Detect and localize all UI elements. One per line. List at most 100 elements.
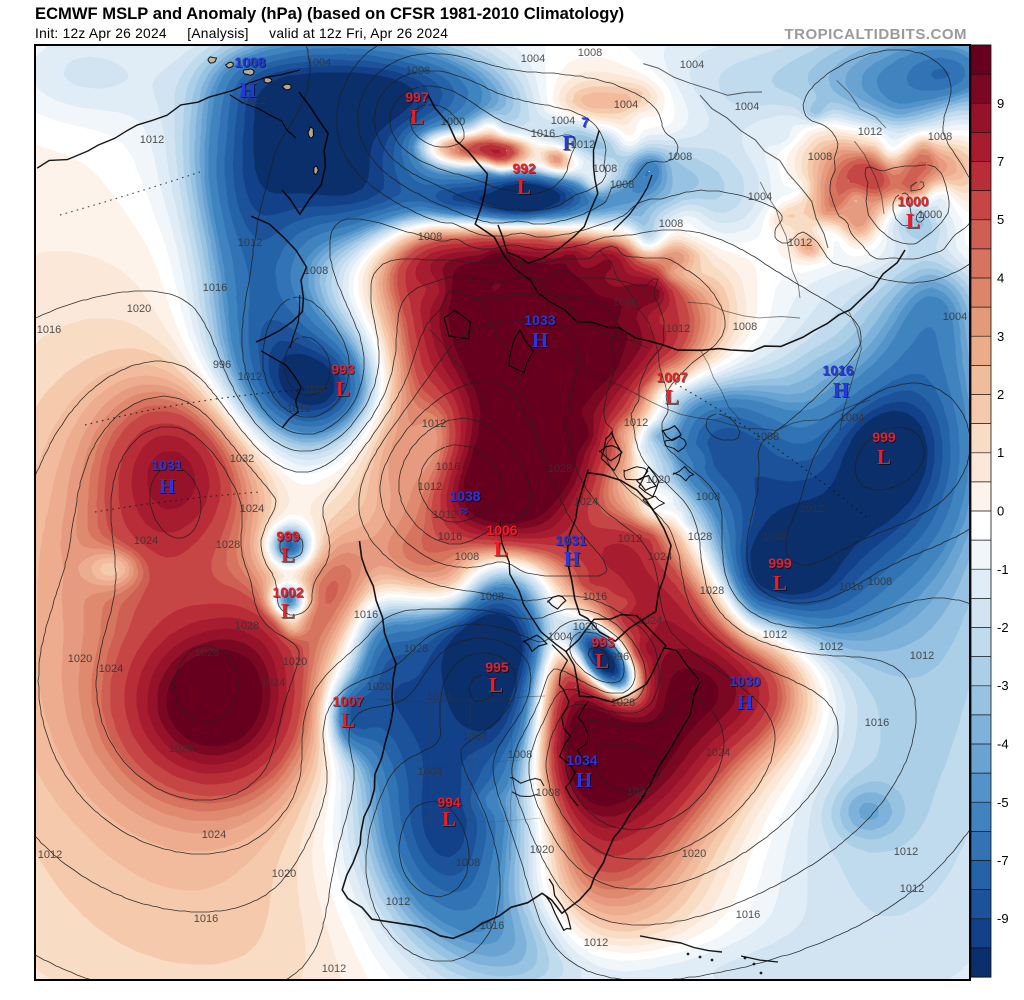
svg-text:1020: 1020 <box>573 621 597 633</box>
svg-text:1028: 1028 <box>404 643 428 655</box>
svg-text:1024: 1024 <box>202 829 226 841</box>
svg-text:1007: 1007 <box>657 370 688 386</box>
svg-text:1031: 1031 <box>556 533 587 549</box>
svg-text:1008: 1008 <box>536 787 560 799</box>
svg-text:-2: -2 <box>997 620 1009 635</box>
svg-text:1020: 1020 <box>68 653 92 665</box>
svg-text:1008: 1008 <box>868 576 892 588</box>
svg-text:1012: 1012 <box>242 95 266 107</box>
svg-text:1012: 1012 <box>433 509 457 521</box>
svg-text:1028: 1028 <box>216 539 240 551</box>
svg-text:1028: 1028 <box>611 697 635 709</box>
svg-text:7: 7 <box>997 154 1004 169</box>
svg-text:H: H <box>160 475 176 499</box>
svg-text:H: H <box>241 79 257 103</box>
svg-text:≈: ≈ <box>460 504 468 520</box>
svg-text:992: 992 <box>513 161 537 177</box>
svg-text:1020: 1020 <box>272 868 296 880</box>
svg-text:1020: 1020 <box>367 681 391 693</box>
svg-text:1004: 1004 <box>680 59 704 71</box>
svg-text:1008: 1008 <box>593 163 617 175</box>
svg-text:1030: 1030 <box>730 674 761 690</box>
svg-text:1016: 1016 <box>531 128 555 140</box>
svg-text:1038: 1038 <box>449 488 480 504</box>
svg-text:1016: 1016 <box>613 297 637 309</box>
svg-text:1012: 1012 <box>894 846 918 858</box>
svg-text:1008: 1008 <box>763 531 787 543</box>
svg-text:1004: 1004 <box>840 412 864 424</box>
svg-text:1034: 1034 <box>566 752 597 768</box>
svg-text:≈: ≈ <box>461 505 469 521</box>
svg-text:1000: 1000 <box>441 116 465 128</box>
svg-text:1008: 1008 <box>668 151 692 163</box>
svg-text:996: 996 <box>307 384 325 396</box>
svg-text:1007: 1007 <box>332 693 363 709</box>
svg-text:1008: 1008 <box>234 54 265 70</box>
svg-text:L: L <box>878 446 892 470</box>
svg-text:1012: 1012 <box>418 481 442 493</box>
svg-text:1007: 1007 <box>333 694 364 710</box>
svg-text:1012: 1012 <box>858 126 882 138</box>
svg-text:1004: 1004 <box>307 57 331 69</box>
svg-text:H: H <box>532 328 548 352</box>
svg-text:1000: 1000 <box>918 209 942 221</box>
svg-text:1002: 1002 <box>272 584 303 600</box>
svg-text:995: 995 <box>485 659 509 675</box>
svg-text:1012: 1012 <box>584 937 608 949</box>
svg-text:1024: 1024 <box>627 786 651 798</box>
svg-text:-3: -3 <box>997 678 1009 693</box>
svg-text:L: L <box>877 445 891 469</box>
svg-text:1008: 1008 <box>508 749 532 761</box>
svg-text:1020: 1020 <box>530 844 554 856</box>
svg-text:1008: 1008 <box>406 65 430 77</box>
svg-text:H: H <box>533 329 549 353</box>
svg-text:1004: 1004 <box>521 53 545 65</box>
svg-text:992: 992 <box>512 160 536 176</box>
svg-text:-5: -5 <box>997 795 1009 810</box>
svg-text:0: 0 <box>997 504 1004 519</box>
svg-text:L: L <box>495 538 509 562</box>
svg-text:1000: 1000 <box>897 193 928 209</box>
svg-text:1004: 1004 <box>463 731 487 743</box>
svg-text:L: L <box>282 600 296 624</box>
svg-text:1024: 1024 <box>134 535 158 547</box>
svg-text:993: 993 <box>331 361 355 377</box>
svg-text:995: 995 <box>486 660 510 676</box>
svg-text:L: L <box>666 386 680 410</box>
svg-text:1004: 1004 <box>735 101 759 113</box>
svg-text:1012: 1012 <box>900 883 924 895</box>
svg-text:1008: 1008 <box>755 431 779 443</box>
svg-text:1016: 1016 <box>203 282 227 294</box>
svg-text:1008: 1008 <box>610 179 634 191</box>
svg-text:1028: 1028 <box>235 620 259 632</box>
svg-text:997: 997 <box>406 90 430 106</box>
svg-text:1020: 1020 <box>646 474 670 486</box>
svg-text:F: F <box>564 132 577 156</box>
svg-text:H: H <box>159 474 175 498</box>
svg-text:993: 993 <box>332 362 356 378</box>
svg-text:1033: 1033 <box>524 312 555 328</box>
svg-text:1012: 1012 <box>140 134 164 146</box>
svg-text:999: 999 <box>873 430 897 446</box>
svg-text:1028: 1028 <box>688 531 712 543</box>
svg-text:1012: 1012 <box>800 503 824 515</box>
svg-text:999: 999 <box>276 528 300 544</box>
svg-text:1012: 1012 <box>287 403 311 415</box>
svg-text:L: L <box>337 378 351 402</box>
svg-text:1004: 1004 <box>418 766 442 778</box>
svg-text:L: L <box>665 385 679 409</box>
svg-text:7: 7 <box>582 115 590 131</box>
svg-text:1020: 1020 <box>127 303 151 315</box>
svg-text:1012: 1012 <box>618 533 642 545</box>
svg-text:H: H <box>565 548 581 572</box>
svg-text:1012: 1012 <box>38 849 62 861</box>
svg-text:L: L <box>596 650 610 674</box>
svg-text:1024: 1024 <box>240 503 264 515</box>
svg-text:H: H <box>737 690 753 714</box>
svg-text:L: L <box>489 673 503 697</box>
svg-text:1008: 1008 <box>733 321 757 333</box>
svg-text:999: 999 <box>872 429 896 445</box>
svg-text:1008: 1008 <box>304 265 328 277</box>
svg-text:1031: 1031 <box>555 532 586 548</box>
svg-text:L: L <box>907 210 921 234</box>
